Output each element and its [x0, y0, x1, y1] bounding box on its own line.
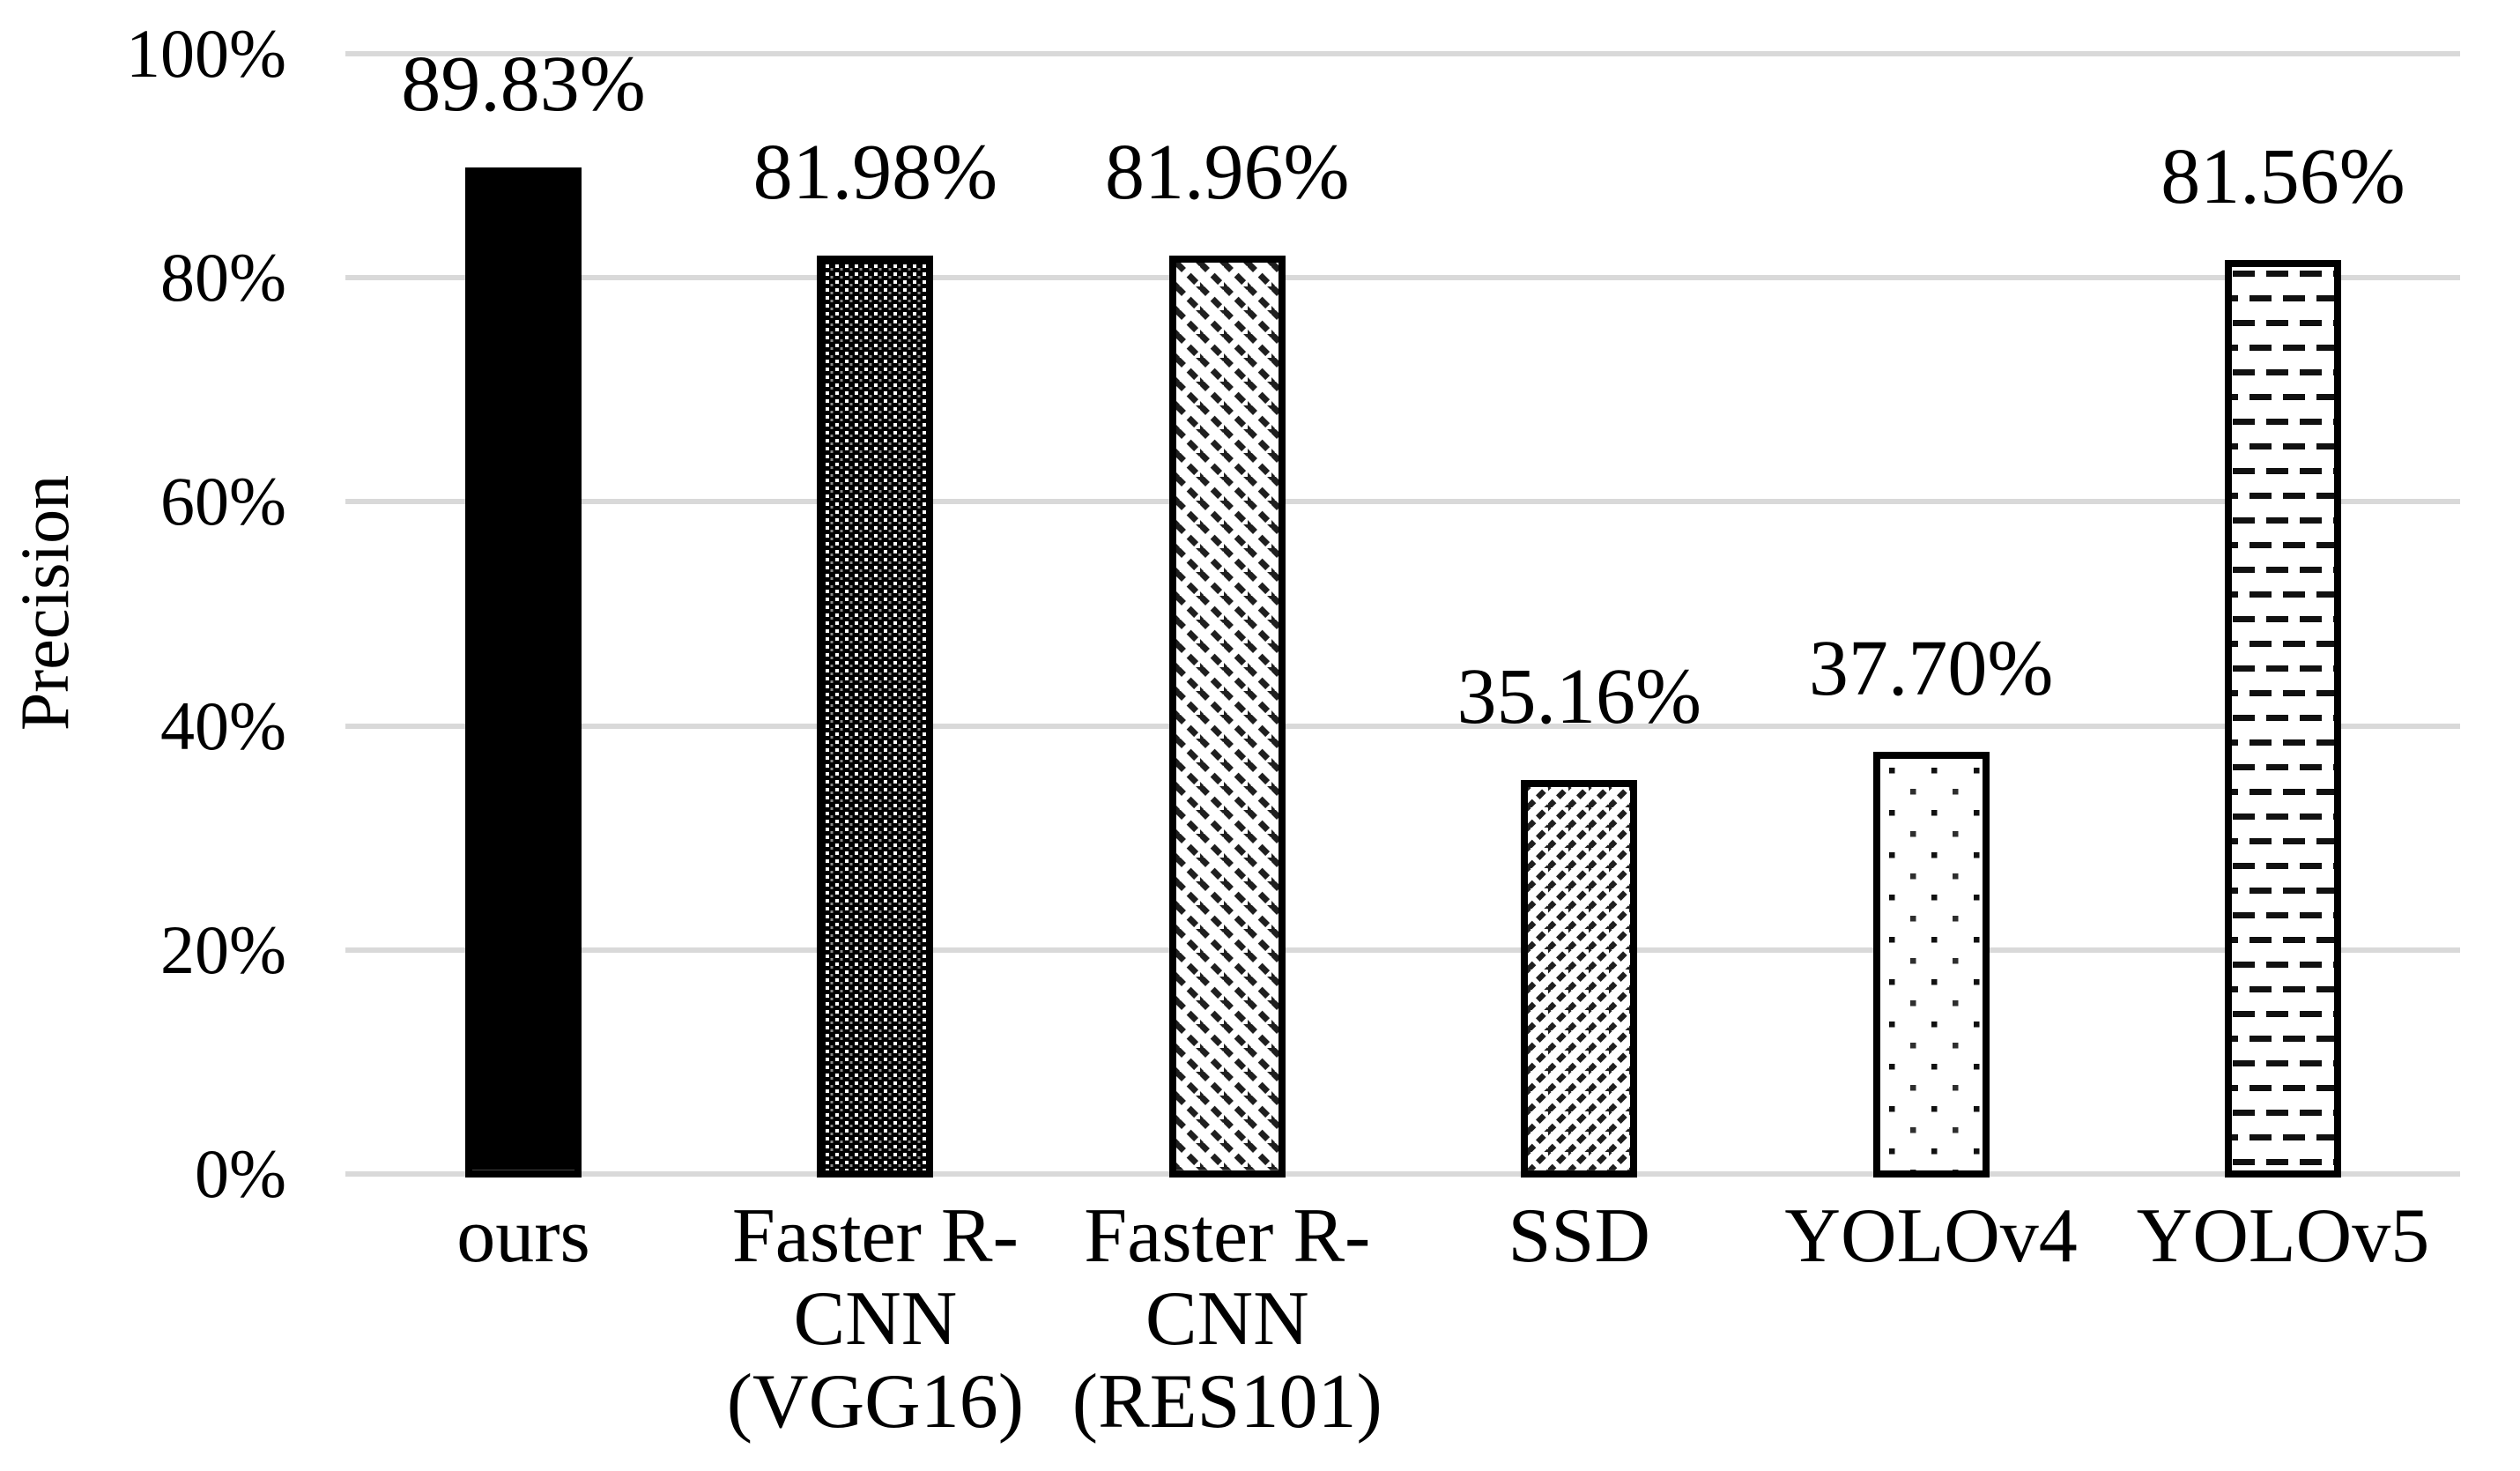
bar-value-label: 81.96%: [1105, 129, 1350, 217]
y-tick-label-20: 20%: [160, 910, 286, 988]
y-tick-label-40: 40%: [160, 687, 286, 764]
bar-fill-pattern-diagonal-up-dashes: [1528, 787, 1631, 1170]
x-category-label: Faster R- CNN (RES101): [1025, 1195, 1430, 1444]
x-category-label: YOLOv4: [1729, 1195, 2134, 1278]
x-category-label-line: Faster R-: [1084, 1193, 1371, 1279]
x-category-label: Faster R- CNN (VGG16): [672, 1195, 1078, 1444]
x-category-label-line: (RES101): [1071, 1359, 1382, 1445]
gridline-0: [345, 1171, 2460, 1177]
bar-ssd: [1521, 780, 1638, 1178]
bar-value-label: 81.98%: [752, 129, 998, 217]
x-category-label-line: YOLOv4: [1784, 1193, 2078, 1279]
x-category-label: YOLOv5: [2080, 1195, 2486, 1278]
bar-fill-pattern-horizontal-dashes: [2232, 267, 2334, 1170]
bar-ours: [465, 167, 582, 1178]
y-tick-label-80: 80%: [160, 239, 286, 316]
bar-fill-pattern-sparse-dots: [1879, 758, 1983, 1170]
bar-value-label: 37.70%: [1808, 624, 2054, 712]
x-category-label-line: CNN: [793, 1276, 958, 1362]
x-category-label-line: (VGG16): [726, 1359, 1025, 1445]
x-category-label: SSD: [1376, 1195, 1782, 1278]
gridline-40: [345, 723, 2460, 729]
gridline-80: [345, 275, 2460, 281]
bar-faster-r-cnn-vgg16-: [817, 256, 934, 1178]
bar-value-label: 89.83%: [401, 41, 646, 129]
x-category-label-line: ours: [456, 1193, 590, 1279]
bar-fill-pattern-solid-black: [472, 175, 574, 1170]
bar-value-label: 35.16%: [1456, 653, 1701, 741]
bar-value-label: 81.56%: [2161, 133, 2405, 221]
gridline-20: [345, 947, 2460, 953]
y-tick-label-60: 60%: [160, 463, 286, 540]
bar-fill-pattern-dense-dot-grid: [824, 263, 927, 1170]
x-category-label-line: YOLOv5: [2136, 1193, 2430, 1279]
gridline-100: [345, 51, 2460, 56]
bar-yolov5: [2225, 260, 2341, 1178]
x-category-label: ours: [321, 1195, 726, 1278]
bar-fill-pattern-diagonal-down-dashes: [1175, 263, 1279, 1170]
x-category-label-line: Faster R-: [731, 1193, 1019, 1279]
gridline-60: [345, 499, 2460, 505]
x-category-label-line: SSD: [1508, 1193, 1650, 1279]
y-tick-label-0: 0%: [195, 1135, 286, 1212]
y-tick-label-100: 100%: [126, 15, 286, 92]
bar-yolov4: [1872, 751, 1990, 1178]
bar-faster-r-cnn-res101-: [1168, 256, 1286, 1178]
x-category-label-line: CNN: [1145, 1276, 1309, 1362]
